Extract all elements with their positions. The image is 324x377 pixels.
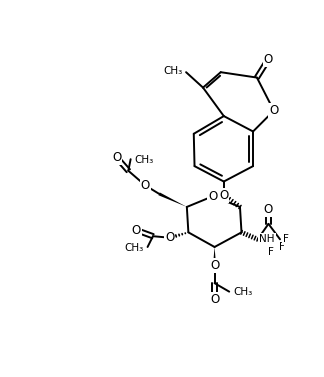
Text: O: O: [208, 190, 218, 203]
Text: CH₃: CH₃: [233, 287, 252, 297]
Text: O: O: [112, 151, 122, 164]
Text: O: O: [132, 224, 141, 236]
Text: CH₃: CH₃: [134, 155, 154, 165]
Text: O: O: [219, 189, 228, 202]
Text: O: O: [269, 104, 278, 117]
Text: F: F: [268, 247, 274, 257]
Text: CH₃: CH₃: [163, 66, 182, 77]
Text: O: O: [210, 259, 219, 272]
Polygon shape: [158, 192, 187, 207]
Text: NH: NH: [259, 234, 275, 244]
Text: O: O: [264, 53, 273, 66]
Text: F: F: [283, 234, 289, 244]
Polygon shape: [213, 247, 216, 265]
Text: CH₃: CH₃: [124, 243, 144, 253]
Text: O: O: [165, 231, 175, 244]
Text: O: O: [264, 203, 273, 216]
Text: O: O: [210, 293, 219, 306]
Text: O: O: [141, 179, 150, 192]
Text: F: F: [279, 242, 284, 252]
